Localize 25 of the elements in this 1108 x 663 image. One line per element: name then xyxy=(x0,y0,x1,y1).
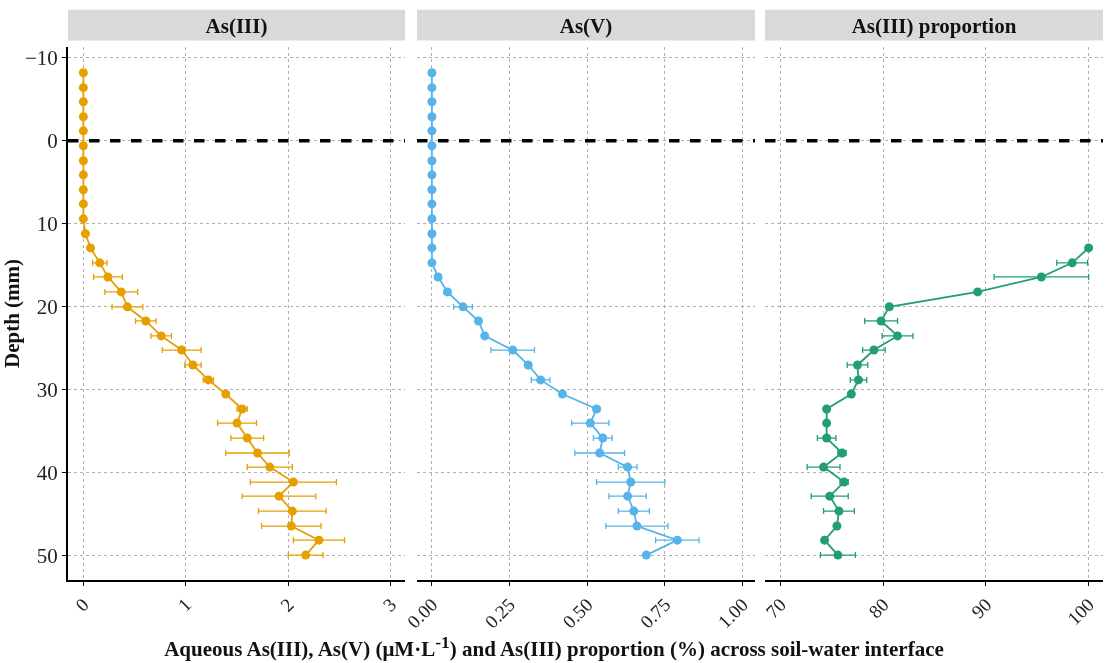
y-tick-label: 10 xyxy=(36,212,58,237)
x-tick-label: 0.75 xyxy=(636,594,675,633)
x-tick-label: 0.00 xyxy=(403,594,442,633)
x-axis-title: Aqueous As(III), As(V) (μM·L$^{-1}$) and As(III) proportion (%) across soil-water interface xyxy=(163,632,945,662)
x-tick-label: 80 xyxy=(864,594,893,623)
x-tick-label: 3 xyxy=(378,594,401,616)
chart-title: As(III) xyxy=(205,13,268,38)
x-tick-label: 1.00 xyxy=(713,594,753,633)
x-tick-label: 0.25 xyxy=(480,594,520,633)
y-axis-title: Depth (mm) xyxy=(0,258,24,369)
x-tick-label: 0.50 xyxy=(558,594,597,633)
y-tick-label: −10 xyxy=(24,46,58,71)
chart-title: As(III) proportion xyxy=(851,13,1017,38)
x-tick-label: 0 xyxy=(71,594,93,616)
y-tick-label: 40 xyxy=(36,461,58,486)
x-tick-label: 1 xyxy=(173,594,196,616)
y-tick-label: 0 xyxy=(47,129,58,154)
x-tick-label: 70 xyxy=(761,594,790,623)
x-tick-label: 90 xyxy=(967,594,996,623)
chart-title: As(V) xyxy=(559,13,613,38)
y-tick-label: 30 xyxy=(36,378,58,403)
y-tick-label: 20 xyxy=(36,295,58,320)
x-tick-label: 2 xyxy=(276,594,298,616)
y-tick-label: 50 xyxy=(36,544,58,569)
x-tick-label: 100 xyxy=(1063,594,1099,629)
